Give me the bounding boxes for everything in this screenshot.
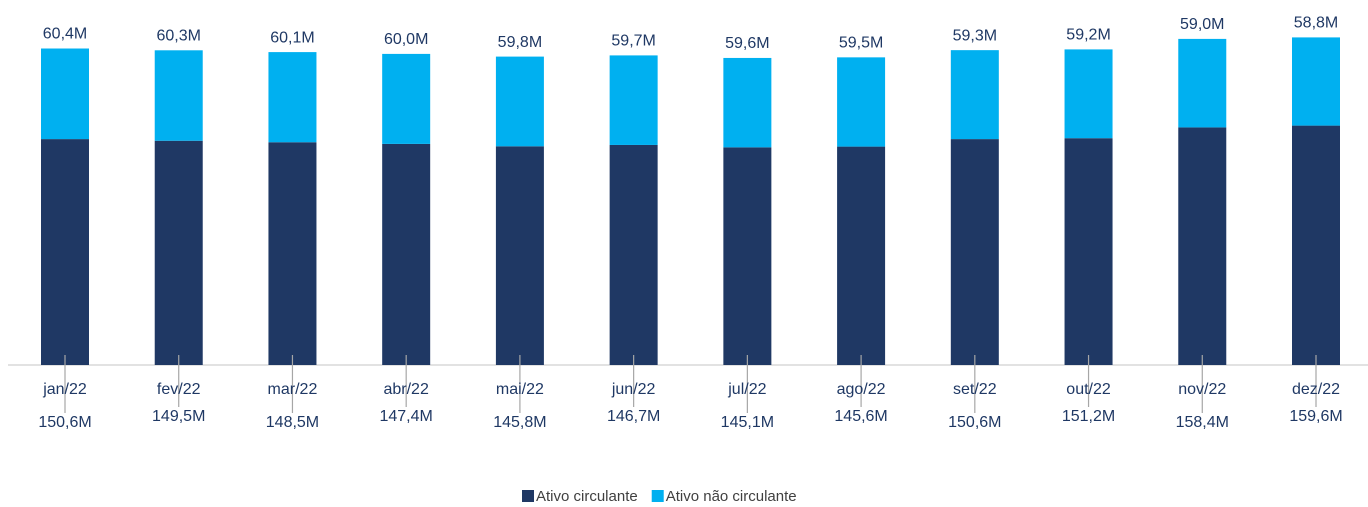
x-tick-label: mai/22 bbox=[496, 381, 544, 398]
x-tick-label: ago/22 bbox=[837, 381, 886, 398]
data-label: 148,5M bbox=[266, 414, 319, 431]
bar-segment bbox=[268, 142, 317, 365]
bar-segment bbox=[154, 140, 203, 365]
data-label: 145,1M bbox=[721, 414, 774, 431]
legend-swatch bbox=[651, 490, 664, 502]
bar-segment bbox=[837, 57, 886, 147]
bar-segment bbox=[1292, 125, 1340, 365]
data-label: 150,6M bbox=[38, 414, 91, 431]
x-tick-label: jul/22 bbox=[727, 381, 766, 398]
data-label: 60,3M bbox=[156, 28, 200, 45]
data-label: 59,2M bbox=[1066, 27, 1110, 44]
bar-segment bbox=[1064, 138, 1113, 365]
bar-segment bbox=[723, 57, 772, 148]
legend-label: Ativo circulante bbox=[536, 488, 638, 505]
bar-segment bbox=[609, 144, 658, 365]
data-label: 147,4M bbox=[379, 408, 432, 425]
data-label: 59,8M bbox=[498, 34, 542, 51]
x-tick-label: dez/22 bbox=[1292, 381, 1340, 398]
data-label: 60,4M bbox=[43, 26, 87, 43]
x-tick-label: nov/22 bbox=[1178, 381, 1226, 398]
bar-segment bbox=[382, 143, 431, 365]
data-label: 60,0M bbox=[384, 31, 428, 48]
x-tick-label: jan/22 bbox=[42, 381, 87, 398]
data-label: 60,1M bbox=[270, 29, 314, 46]
legend-swatch bbox=[522, 490, 534, 502]
x-tick-label: jun/22 bbox=[611, 381, 656, 398]
bar-segment bbox=[382, 53, 431, 144]
bar-segment bbox=[495, 146, 544, 365]
bar-segment bbox=[41, 139, 89, 365]
data-label: 59,6M bbox=[725, 35, 769, 52]
data-label: 145,6M bbox=[834, 408, 887, 425]
data-label: 59,0M bbox=[1180, 16, 1224, 33]
data-label: 151,2M bbox=[1062, 408, 1115, 425]
bar-segment bbox=[837, 146, 886, 365]
data-label: 145,8M bbox=[493, 414, 546, 431]
data-label: 59,3M bbox=[953, 27, 997, 44]
legend-label: Ativo não circulante bbox=[666, 488, 797, 505]
data-label: 150,6M bbox=[948, 414, 1001, 431]
x-tick-label: set/22 bbox=[953, 381, 997, 398]
data-label: 59,5M bbox=[839, 35, 883, 52]
data-label: 59,7M bbox=[611, 33, 655, 50]
data-label: 146,7M bbox=[607, 408, 660, 425]
x-tick-label: out/22 bbox=[1066, 381, 1111, 398]
x-tick-label: fev/22 bbox=[157, 381, 201, 398]
bar-segment bbox=[1292, 37, 1340, 126]
bar-segment bbox=[1178, 38, 1227, 128]
bar-segment bbox=[609, 55, 658, 145]
bar-segment bbox=[950, 50, 999, 140]
data-label: 149,5M bbox=[152, 408, 205, 425]
bar-segment bbox=[154, 50, 203, 141]
bar-segment bbox=[1178, 127, 1227, 366]
x-tick-label: abr/22 bbox=[383, 381, 428, 398]
data-label: 158,4M bbox=[1176, 414, 1229, 431]
data-label: 58,8M bbox=[1294, 15, 1338, 32]
bar-segment bbox=[1064, 49, 1113, 139]
bar-segment bbox=[495, 56, 544, 147]
x-tick-label: mar/22 bbox=[268, 381, 318, 398]
bar-segment bbox=[723, 147, 772, 365]
bar-segment bbox=[41, 48, 89, 140]
bar-segment bbox=[950, 139, 999, 365]
bar-segment bbox=[268, 52, 317, 143]
data-label: 159,6M bbox=[1289, 408, 1342, 425]
